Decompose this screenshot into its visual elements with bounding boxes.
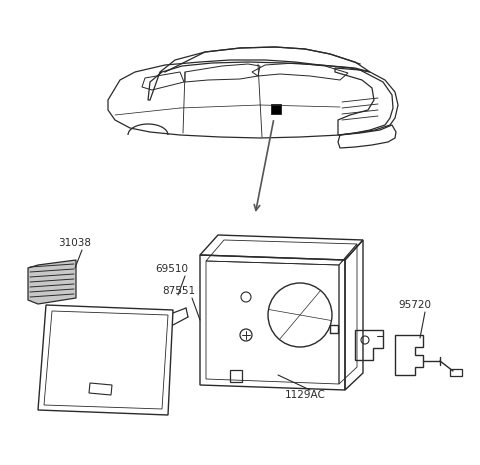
Bar <box>230 370 242 382</box>
Polygon shape <box>28 260 76 304</box>
Text: 95720: 95720 <box>398 300 431 310</box>
Bar <box>271 104 281 114</box>
Text: 31038: 31038 <box>58 238 91 248</box>
Bar <box>450 369 462 376</box>
Text: 87551: 87551 <box>162 286 195 296</box>
Text: 1129AC: 1129AC <box>285 390 326 400</box>
Text: 69510: 69510 <box>155 264 188 274</box>
